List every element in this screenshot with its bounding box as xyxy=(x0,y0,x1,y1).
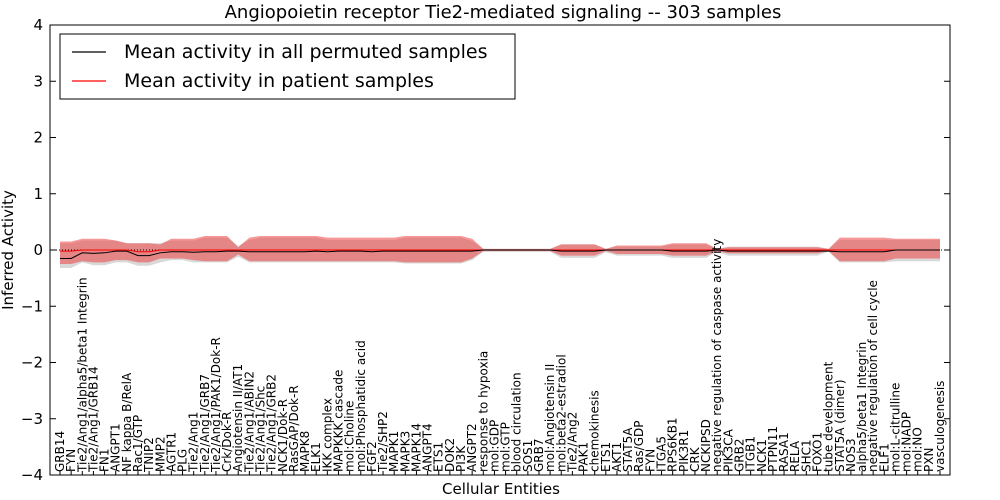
x-category-label: Rac1/GTP xyxy=(131,415,145,472)
x-category-label: ETS1 xyxy=(432,442,446,472)
x-category-label: RasGAP/Dok-R xyxy=(287,385,301,472)
x-category-label: MMP2 xyxy=(153,436,167,472)
x-category-label: GRB7 xyxy=(532,438,546,472)
x-category-label: PAK1 xyxy=(577,442,591,472)
x-category-label: SHC1 xyxy=(799,439,813,472)
x-category-label: MAPK8 xyxy=(298,431,312,472)
x-category-label: Tie2/Ang1/alpha5/beta1 Integrin xyxy=(75,277,89,473)
x-category-label: negative regulation of caspase activity xyxy=(710,239,724,472)
x-category-label: DOK2 xyxy=(443,438,457,472)
x-category-label: chemokinesis xyxy=(588,390,602,472)
x-category-label: vasculogenesis xyxy=(933,381,947,472)
x-category-label: FN1 xyxy=(98,448,112,472)
x-category-label: mol:Phosphatidic acid xyxy=(354,340,368,472)
x-category-label: Ras/GDP xyxy=(632,421,646,473)
x-category-label: ITGB1 xyxy=(744,436,758,472)
y-tick-label: 4 xyxy=(33,16,43,34)
x-category-label: Tie2/Ang1/GRB2 xyxy=(265,374,279,473)
x-axis-label: Cellular Entities xyxy=(442,480,560,498)
x-category-label: MAPK1 xyxy=(387,431,401,472)
y-tick-label: −3 xyxy=(21,410,43,428)
legend-box xyxy=(59,33,516,100)
x-category-label: NOS3 xyxy=(844,438,858,472)
x-category-label: ANGPT2 xyxy=(465,423,479,472)
x-category-label: tube development xyxy=(822,361,836,472)
x-category-label: mol:L-citrulline xyxy=(888,383,902,472)
x-category-label: ELK1 xyxy=(309,442,323,472)
x-category-label: mol:NO xyxy=(911,427,925,472)
y-axis-label: Inferred Activity xyxy=(0,190,17,310)
legend-label-patient: Mean activity in patient samples xyxy=(124,70,434,92)
x-category-label: NCK1 xyxy=(755,439,769,472)
x-category-label: RPS6KB1 xyxy=(666,417,680,472)
x-category-label: mol:GTP xyxy=(499,422,513,472)
x-category-label: NF kappa B/RelA xyxy=(120,372,134,472)
legend-label-permuted: Mean activity in all permuted samples xyxy=(124,41,487,63)
x-category-label: mol:GDP xyxy=(487,420,501,472)
series-line-permuted xyxy=(60,249,940,259)
plot-area: −4−3−2−101234GRB14FYNTie2/Ang1/alpha5/be… xyxy=(21,16,951,484)
x-category-label: Tie2/Ang1/GRB7 xyxy=(198,374,212,473)
x-category-label: SOS1 xyxy=(521,440,535,472)
x-category-label: Tie2/Ang2 xyxy=(565,412,579,473)
x-category-label: PI3K xyxy=(454,445,468,472)
x-category-label: FYN xyxy=(643,449,657,472)
x-category-label: AKT1 xyxy=(610,442,624,472)
x-category-label: STAT5A (dimer) xyxy=(833,379,847,472)
x-category-label: GRB2 xyxy=(732,438,746,472)
x-category-label: ANGPT1 xyxy=(109,423,123,472)
x-category-label: negative regulation of cell cycle xyxy=(866,280,880,472)
x-category-label: Tie2/Ang1/ABIN2 xyxy=(242,371,256,473)
x-category-label: AGTR1 xyxy=(164,432,178,472)
x-category-label: mol:beta2-estradiol xyxy=(554,354,568,472)
x-category-label: mol:Angiotensin II xyxy=(543,364,557,472)
x-category-label: STAT5A xyxy=(621,427,635,472)
x-category-label: PIK3R1 xyxy=(677,430,691,472)
x-category-label: FYN xyxy=(64,449,78,472)
x-category-label: mol:Choline xyxy=(343,401,357,472)
x-category-label: response to hypoxia xyxy=(476,351,490,472)
x-category-label: PIK3CA xyxy=(721,428,735,472)
y-tick-label: 1 xyxy=(33,185,43,203)
x-category-label: ITGA5 xyxy=(655,436,669,472)
y-tick-label: −2 xyxy=(21,354,43,372)
legend: Mean activity in all permuted samples Me… xyxy=(59,33,516,100)
x-category-label: Angiotensin II/AT1 xyxy=(231,364,245,472)
x-category-label: MAPK14 xyxy=(409,423,423,472)
x-category-label: Tie2/SHP2 xyxy=(376,411,390,473)
x-category-label: NCK1/Dok-R xyxy=(276,399,290,472)
x-category-label: Crk/Dok-R xyxy=(220,411,234,472)
y-tick-label: 0 xyxy=(33,241,43,259)
x-category-label: NCKIPSD xyxy=(699,419,713,472)
x-category-label: PTPN11 xyxy=(766,426,780,472)
x-category-label: CRK xyxy=(688,446,702,472)
x-category-label: PXN xyxy=(922,448,936,472)
x-category-label: FGF2 xyxy=(365,441,379,472)
x-category-label: PLG xyxy=(176,449,190,472)
x-category-label: ELF1 xyxy=(877,443,891,472)
x-category-label: GRB14 xyxy=(53,431,67,472)
x-category-label: MAPKKK cascade xyxy=(331,370,345,472)
x-category-label: Tie2/Ang1/PAK1/Dok-R xyxy=(209,337,223,473)
x-category-label: Tie2/Ang1 xyxy=(187,412,201,473)
x-category-label: ANGPT4 xyxy=(421,423,435,472)
x-category-label: blood circulation xyxy=(510,372,524,472)
x-category-label: alpha5/beta1 Integrin xyxy=(855,342,869,472)
x-category-label: RELA xyxy=(788,440,802,472)
y-tick-label: 2 xyxy=(33,129,43,147)
x-category-label: IKK complex xyxy=(320,398,334,472)
x-category-label: Tie2/Ang1/Shc xyxy=(254,386,268,473)
y-tick-label: −1 xyxy=(21,297,43,315)
chart-title: Angiopoietin receptor Tie2-mediated sign… xyxy=(225,2,782,23)
x-category-label: FOXO1 xyxy=(810,432,824,472)
y-tick-label: 3 xyxy=(33,72,43,90)
x-category-label: Tie2/Ang1/GRB14 xyxy=(86,366,100,473)
x-category-label: ETS1 xyxy=(599,442,613,472)
x-category-label: TNIP2 xyxy=(142,437,156,473)
x-category-label: MAPK3 xyxy=(398,431,412,472)
y-tick-label: −4 xyxy=(21,466,43,484)
x-category-label: RASA1 xyxy=(777,432,791,472)
x-category-label: mol:NADP xyxy=(900,412,914,472)
